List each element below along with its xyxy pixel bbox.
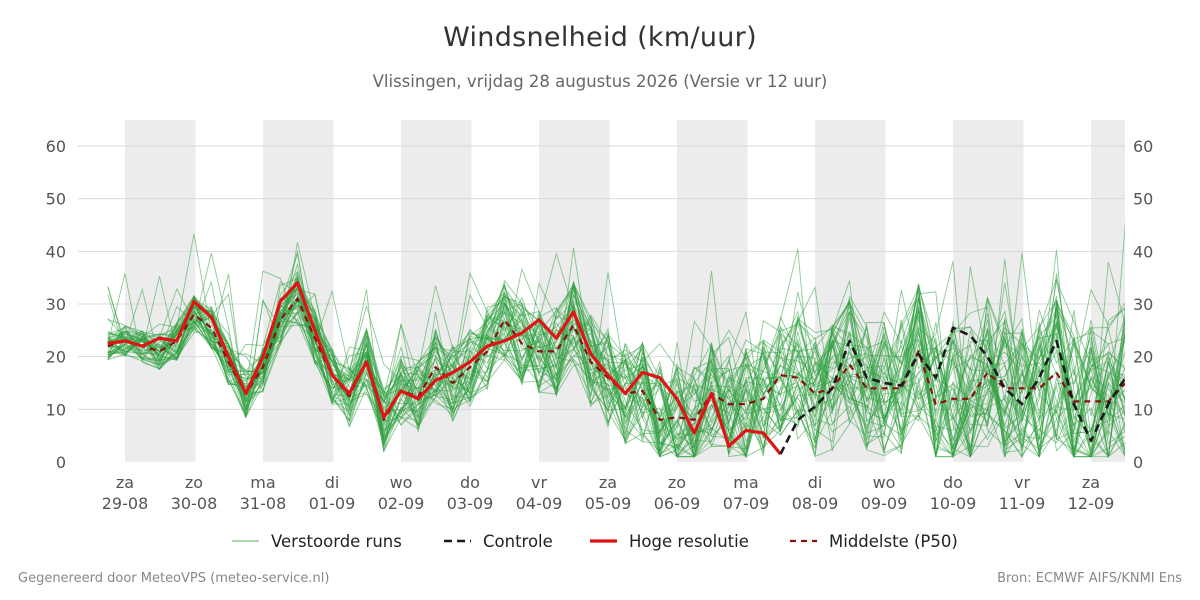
x-tick-day: wo bbox=[390, 473, 413, 492]
x-tick-date: 03-09 bbox=[447, 494, 494, 513]
x-tick-day: za bbox=[116, 473, 134, 492]
x-tick-date: 11-09 bbox=[999, 494, 1046, 513]
y-tick-label-right: 0 bbox=[1133, 453, 1143, 472]
x-tick-date: 12-09 bbox=[1068, 494, 1115, 513]
night-band bbox=[125, 120, 196, 462]
ensemble-run-line bbox=[107, 296, 1125, 458]
chart-title: Windsnelheid (km/uur) bbox=[443, 22, 757, 53]
x-tick-day: za bbox=[599, 473, 617, 492]
y-tick-label-left: 30 bbox=[46, 295, 66, 314]
series-lines bbox=[107, 281, 1125, 456]
x-tick-date: 08-09 bbox=[792, 494, 839, 513]
x-tick-date: 04-09 bbox=[516, 494, 563, 513]
chart-subtitle: Vlissingen, vrijdag 28 augustus 2026 (Ve… bbox=[372, 72, 828, 91]
x-tick-date: 02-09 bbox=[378, 494, 425, 513]
x-tick-day: do bbox=[943, 473, 963, 492]
x-tick-day: zo bbox=[668, 473, 686, 492]
series-line-hoge-resolutie bbox=[107, 281, 782, 456]
legend: Verstoorde runs Controle Hoge resolutie Mid… bbox=[232, 532, 958, 551]
x-tick-date: 01-09 bbox=[309, 494, 356, 513]
x-axis-labels: za 29-08 zo 30-08 ma 31-08 di 01-09 wo 02-09 do 03-… bbox=[102, 473, 1115, 513]
y-tick-label-right: 30 bbox=[1133, 295, 1153, 314]
y-tick-label-left: 0 bbox=[56, 453, 66, 472]
x-tick-day: wo bbox=[873, 473, 896, 492]
ensemble-run-line bbox=[107, 270, 1125, 458]
legend-label: Hoge resolutie bbox=[629, 532, 749, 551]
x-tick-date: 31-08 bbox=[240, 494, 287, 513]
y-tick-label-left: 40 bbox=[46, 242, 66, 261]
x-tick-date: 30-08 bbox=[171, 494, 218, 513]
x-tick-day: ma bbox=[733, 473, 758, 492]
y-tick-label-left: 50 bbox=[46, 190, 66, 209]
footer-source: Bron: ECMWF AIFS/KNMI Ens bbox=[997, 571, 1182, 586]
x-tick-date: 07-09 bbox=[723, 494, 770, 513]
y-tick-label-right: 60 bbox=[1133, 137, 1153, 156]
x-tick-day: di bbox=[808, 473, 823, 492]
y-tick-label-left: 10 bbox=[46, 400, 66, 419]
x-tick-date: 29-08 bbox=[102, 494, 149, 513]
y-tick-label-right: 50 bbox=[1133, 190, 1153, 209]
x-tick-day: di bbox=[325, 473, 340, 492]
y-tick-label-right: 40 bbox=[1133, 242, 1153, 261]
x-tick-day: zo bbox=[185, 473, 203, 492]
x-tick-date: 10-09 bbox=[930, 494, 977, 513]
legend-label: Verstoorde runs bbox=[271, 532, 402, 551]
x-tick-date: 09-09 bbox=[861, 494, 908, 513]
ensemble-run-line bbox=[107, 248, 1125, 459]
x-tick-date: 06-09 bbox=[654, 494, 701, 513]
y-tick-label-left: 60 bbox=[46, 137, 66, 156]
footer-generated-by: Gegenereerd door MeteoVPS (meteo-service… bbox=[18, 571, 330, 586]
ensemble-run-line bbox=[107, 289, 1125, 459]
y-tick-label-right: 20 bbox=[1133, 348, 1153, 367]
legend-label: Controle bbox=[483, 532, 553, 551]
y-tick-label-left: 20 bbox=[46, 348, 66, 367]
legend-label: Middelste (P50) bbox=[829, 532, 958, 551]
x-tick-day: do bbox=[460, 473, 480, 492]
x-tick-day: vr bbox=[1014, 473, 1030, 492]
series-line-controle bbox=[779, 326, 1125, 455]
y-axis-labels: 0 0 10 10 20 20 30 30 40 40 50 50 60 60 bbox=[46, 137, 1154, 472]
ensemble-run-line bbox=[107, 233, 1125, 458]
x-tick-date: 05-09 bbox=[585, 494, 632, 513]
x-tick-day: za bbox=[1082, 473, 1100, 492]
x-tick-day: vr bbox=[531, 473, 547, 492]
y-tick-label-right: 10 bbox=[1133, 400, 1153, 419]
x-tick-day: ma bbox=[250, 473, 275, 492]
